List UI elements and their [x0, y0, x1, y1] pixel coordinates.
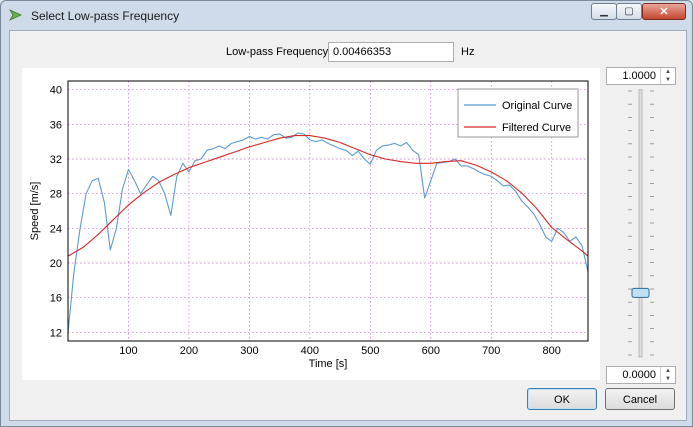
min-value-input[interactable] — [607, 367, 659, 383]
tick-labels: 100 200 300 400 500 600 700 800 12 16 20 24 28 32 36 40 — [50, 85, 561, 357]
series-lines — [67, 132, 589, 333]
min-spin-arrows[interactable]: ▲ ▼ — [660, 367, 675, 383]
y-tick-label: 32 — [50, 154, 62, 166]
x-tick-label: 600 — [422, 345, 440, 357]
y-tick-label: 28 — [50, 189, 62, 201]
close-icon: ✕ — [659, 6, 669, 18]
max-value-spinbox[interactable]: ▲ ▼ — [606, 67, 676, 85]
spin-down-icon[interactable]: ▼ — [665, 376, 671, 382]
legend-label-original: Original Curve — [502, 100, 572, 112]
x-tick-label: 400 — [301, 345, 319, 357]
min-value-spinbox[interactable]: ▲ ▼ — [606, 366, 676, 384]
y-tick-label: 24 — [50, 223, 62, 235]
minimize-icon: ▁ — [600, 6, 608, 17]
frequency-label: Low-pass Frequency — [226, 46, 329, 58]
legend-label-filtered: Filtered Curve — [502, 122, 571, 134]
spin-down-icon[interactable]: ▼ — [665, 77, 671, 83]
frequency-slider[interactable] — [626, 89, 656, 359]
slider-track — [638, 89, 643, 358]
filtered-curve-line — [67, 135, 589, 257]
minimize-button[interactable]: ▁ — [591, 3, 617, 20]
legend-box — [457, 88, 579, 138]
plot-panel: 100 200 300 400 500 600 700 800 12 16 20 24 28 32 36 40… — [22, 68, 600, 380]
title-bar[interactable]: Select Low-pass Frequency ▁ ▢ ✕ — [1, 1, 692, 29]
x-tick-label: 500 — [361, 345, 379, 357]
plot-frame — [67, 80, 589, 342]
frequency-unit-label: Hz — [461, 46, 475, 58]
app-logo-icon — [9, 9, 22, 21]
y-tick-label: 36 — [50, 119, 62, 131]
max-spin-arrows[interactable]: ▲ ▼ — [660, 68, 675, 84]
legend: Original Curve Filtered Curve — [457, 88, 579, 138]
y-tick-label: 16 — [50, 293, 62, 305]
y-axis-label: Speed [m/s] — [29, 182, 41, 241]
x-tick-label: 300 — [240, 345, 258, 357]
x-tick-label: 800 — [543, 345, 561, 357]
x-axis-label: Time [s] — [309, 358, 348, 370]
maximize-button[interactable]: ▢ — [616, 3, 642, 20]
ok-button[interactable]: OK — [527, 388, 597, 410]
cancel-button[interactable]: Cancel — [605, 388, 675, 410]
close-button[interactable]: ✕ — [642, 3, 686, 20]
y-tick-label: 12 — [50, 327, 62, 339]
speed-chart: 100 200 300 400 500 600 700 800 12 16 20 24 28 32 36 40… — [29, 80, 589, 370]
maximize-icon: ▢ — [624, 6, 634, 17]
max-value-input[interactable] — [607, 68, 659, 84]
original-curve-line — [67, 132, 589, 333]
spin-up-icon[interactable]: ▲ — [665, 69, 671, 75]
x-tick-label: 200 — [180, 345, 198, 357]
spin-up-icon[interactable]: ▲ — [665, 368, 671, 374]
x-tick-label: 700 — [482, 345, 500, 357]
slider-handle[interactable] — [631, 287, 650, 298]
y-tick-label: 20 — [50, 258, 62, 270]
window-title: Select Low-pass Frequency — [31, 9, 180, 23]
slider-ticks — [628, 90, 654, 356]
y-tick-label: 40 — [50, 85, 62, 97]
dialog-body: Low-pass Frequency Hz 100 200 300 400 500 600… — [9, 30, 687, 421]
frequency-input[interactable] — [328, 42, 454, 62]
x-tick-label: 100 — [119, 345, 137, 357]
